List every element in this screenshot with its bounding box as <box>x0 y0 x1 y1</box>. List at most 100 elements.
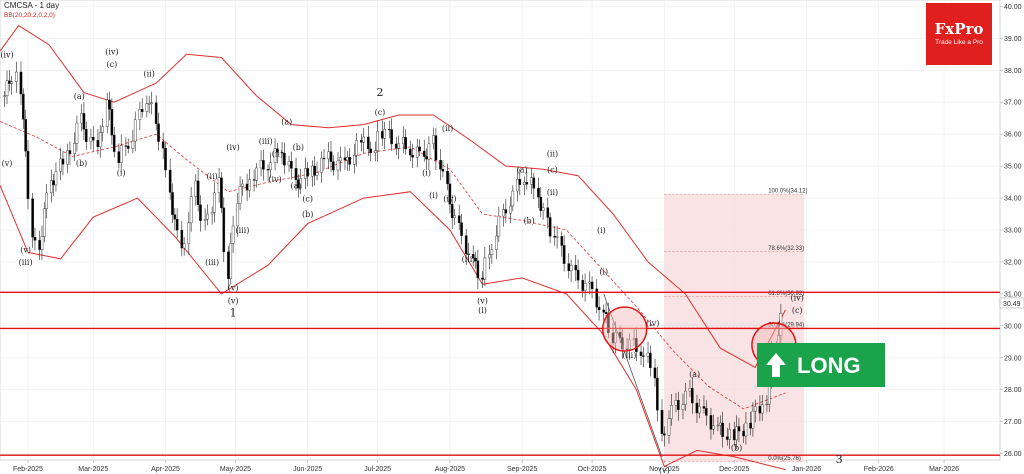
candle-down <box>590 281 594 290</box>
candle-down <box>474 258 477 261</box>
x-tick-label: Jun-2025 <box>293 466 322 473</box>
candle-up <box>415 146 419 158</box>
wave-label: (a) <box>517 166 528 175</box>
candle-down <box>171 192 174 215</box>
wave-label: (c) <box>302 194 313 203</box>
x-tick-label: Apr-2025 <box>151 466 180 473</box>
wave-label-major: 2 <box>376 86 383 99</box>
candle-up <box>401 137 405 145</box>
y-tick-label: 28.00 <box>1004 387 1022 394</box>
candle-down <box>164 147 167 171</box>
y-tick-label: 34.00 <box>1004 196 1022 203</box>
candle-up <box>54 171 58 186</box>
candle-down <box>52 180 55 186</box>
candle-up <box>432 135 435 145</box>
candle-up <box>509 205 512 214</box>
candle-down <box>464 235 468 255</box>
candle-up <box>187 222 191 244</box>
candle-up <box>217 177 221 194</box>
candle-down <box>199 204 202 221</box>
candle-down <box>280 152 284 154</box>
wave-label: (c) <box>792 306 803 315</box>
candle-down <box>471 254 475 259</box>
candle-down <box>602 309 606 313</box>
candle-up <box>353 155 356 165</box>
candle-up <box>516 179 519 192</box>
candle-up <box>241 183 244 187</box>
candle-down <box>532 177 536 189</box>
candle-up <box>80 113 83 124</box>
x-tick-label: Sep-2025 <box>507 466 537 473</box>
x-axis: Feb-2025 Mar-2025 Apr-2025 May-2025 Jun-2025… <box>13 460 959 473</box>
candle-down <box>173 214 177 220</box>
candle-down <box>360 140 363 143</box>
candle-up <box>569 265 573 271</box>
price-tag-value: 30.49 <box>1003 301 1021 308</box>
candle-down <box>387 128 391 131</box>
candle-up <box>45 192 48 209</box>
y-tick-label: 37.00 <box>1004 100 1022 107</box>
candle-down <box>422 150 426 157</box>
candle-up <box>255 167 258 181</box>
wave-label: (iv) <box>105 47 118 56</box>
candle-down <box>61 158 65 165</box>
candle-down <box>24 119 27 152</box>
candle-up <box>15 71 18 82</box>
candle-down <box>418 146 421 152</box>
candle-up <box>59 158 62 172</box>
candle-up <box>229 243 233 279</box>
candle-down <box>649 352 652 369</box>
candle-up <box>698 406 701 414</box>
candle-down <box>553 235 557 238</box>
candle-up <box>189 196 193 224</box>
candle-down <box>653 367 657 379</box>
x-tick-label: Nov-2025 <box>649 466 679 473</box>
candle-up <box>131 140 135 149</box>
wave-label: (iv) <box>226 143 239 152</box>
candle-down <box>560 236 564 246</box>
wave-label: (c) <box>107 60 118 69</box>
candle-up <box>718 422 722 426</box>
candle-down <box>266 169 270 171</box>
candle-up <box>304 168 307 179</box>
wave-label: (v) <box>228 284 239 293</box>
candle-down <box>635 338 638 353</box>
candle-up <box>150 102 153 104</box>
wave-label: (ii) <box>272 150 283 159</box>
wave-label: (iv) <box>791 293 804 302</box>
candle-up <box>10 81 13 84</box>
y-tick-label: 31.00 <box>1004 291 1022 298</box>
wave-label: (b) <box>523 217 534 226</box>
candle-down <box>290 161 293 169</box>
candle-up <box>728 429 731 440</box>
wave-label: (b) <box>293 143 304 152</box>
candle-up <box>320 157 323 173</box>
y-axis: 26.00 27.00 28.00 29.00 30.00 31.00 32.00 33.00… <box>1000 4 1022 458</box>
candle-down <box>180 229 184 249</box>
candle-down <box>19 71 23 95</box>
wave-label: (ii) <box>206 172 217 181</box>
long-badge: LONG <box>757 343 885 387</box>
candle-down <box>702 406 706 409</box>
y-tick-label: 32.00 <box>1004 259 1022 266</box>
logo-brand: FxPro <box>935 20 984 38</box>
candle-up <box>339 157 342 162</box>
fib-level-label: 50.0%(29.94) <box>768 322 804 328</box>
candle-down <box>656 377 659 411</box>
candle-down <box>721 422 724 437</box>
candle-down <box>408 148 412 156</box>
wave-label: (v) <box>477 296 488 305</box>
candle-down <box>691 388 694 404</box>
candle-down <box>709 415 713 430</box>
wave-label-major: 3 <box>836 453 843 466</box>
candle-up <box>735 426 738 441</box>
candle-up <box>373 150 377 154</box>
candle-up <box>765 403 769 406</box>
candle-up <box>182 243 186 249</box>
candle-down <box>439 159 442 170</box>
wave-label: (i) <box>117 169 126 178</box>
candle-up <box>684 390 687 405</box>
candle-up <box>502 209 505 217</box>
y-tick-label: 38.00 <box>1004 68 1022 75</box>
wave-label: (iv) <box>646 319 659 328</box>
